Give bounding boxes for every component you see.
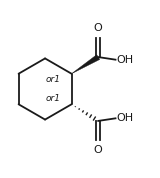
Text: O: O <box>94 23 103 33</box>
Text: O: O <box>94 145 103 155</box>
Text: or1: or1 <box>45 94 60 103</box>
Text: or1: or1 <box>45 75 60 84</box>
Text: OH: OH <box>116 55 133 65</box>
Text: OH: OH <box>116 113 133 123</box>
Polygon shape <box>72 55 100 74</box>
